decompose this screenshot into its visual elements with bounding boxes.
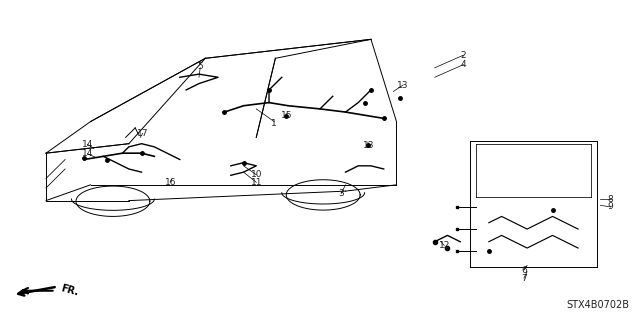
Text: 14: 14 [82,140,93,149]
Text: 4: 4 [461,60,466,69]
Text: 14: 14 [82,149,93,158]
Text: 13: 13 [364,141,375,150]
Text: 17: 17 [137,129,148,138]
Text: 5: 5 [197,62,203,71]
Text: 11: 11 [250,178,262,187]
Text: 2: 2 [461,51,466,60]
Text: 13: 13 [397,81,408,90]
Text: 1: 1 [271,119,277,128]
Text: 8: 8 [608,195,614,204]
Text: 9: 9 [608,203,614,211]
Text: 7: 7 [521,274,527,283]
Text: 12: 12 [438,241,450,250]
Text: STX4B0702B: STX4B0702B [566,300,629,310]
Text: FR.: FR. [60,284,80,298]
Text: 16: 16 [164,178,176,187]
Text: 6: 6 [521,266,527,275]
Text: 10: 10 [250,170,262,179]
Text: 3: 3 [338,189,344,198]
Text: 15: 15 [281,111,292,120]
